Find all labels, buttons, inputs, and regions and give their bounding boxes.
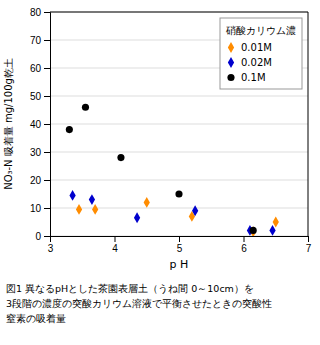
caption: 図1 異なるpHとした茶園表層土（うね間 0～10cm）を (6, 283, 254, 294)
grid (50, 12, 308, 236)
tick: 6 (241, 236, 247, 254)
caption: 3段階の濃度の突酸カリウム溶液で平衡させたときの突酸性 (6, 298, 272, 309)
point (250, 227, 257, 234)
grid-line (50, 180, 308, 181)
tick: 5 (177, 236, 183, 254)
tick-mark (308, 236, 309, 242)
point (82, 104, 89, 111)
tick-mark (179, 236, 180, 242)
legend-title: 硝酸カリウム濃 (225, 25, 296, 36)
tick: 80 (30, 7, 50, 18)
point (175, 190, 182, 197)
tick-mark (44, 68, 50, 69)
legend-marker (228, 57, 234, 68)
point (69, 190, 75, 201)
caption: 窒素の吸着量 (6, 313, 66, 324)
legend: 硝酸カリウム濃 0.01M 0.02M 0.1M (220, 18, 302, 89)
tick: 4 (112, 236, 118, 254)
x-axis: 3 4 5 6 7 (48, 236, 312, 254)
tick-label: 3 (48, 243, 54, 254)
tick-mark (44, 180, 50, 181)
legend-label: 0.02M (241, 57, 272, 68)
point (92, 204, 98, 215)
series (69, 190, 275, 236)
tick-label: 4 (112, 243, 118, 254)
tick: 30 (30, 147, 50, 158)
legend-marker (227, 74, 234, 81)
tick-label: 30 (30, 147, 42, 158)
legend-box (220, 18, 302, 89)
point (117, 154, 124, 161)
axis-line (44, 13, 51, 237)
tick-mark (44, 12, 50, 13)
chart: 3456701020304050607080硝酸カリウム濃0.01M0.02M0… (0, 0, 320, 345)
tick: 0 (35, 231, 50, 242)
tick-label: 80 (30, 7, 42, 18)
tick: 50 (30, 91, 50, 102)
tick: 40 (30, 119, 50, 130)
legend-label: 0.1M (241, 72, 266, 83)
tick-mark (44, 152, 50, 153)
plot: 3456701020304050607080硝酸カリウム濃0.01M0.02M0… (30, 7, 312, 254)
point (144, 197, 150, 208)
tick: 3 (48, 236, 54, 254)
series (76, 197, 279, 236)
tick: 10 (30, 203, 50, 214)
tick-mark (44, 208, 50, 209)
frame (308, 12, 309, 236)
tick-label: 6 (241, 243, 247, 254)
tick-mark (44, 96, 50, 97)
point (273, 217, 279, 228)
tick: 20 (30, 175, 50, 186)
grid-line (50, 208, 308, 209)
point (134, 212, 140, 223)
tick-mark (44, 40, 50, 41)
tick-label: 7 (306, 243, 312, 254)
grid-line (50, 124, 308, 125)
tick-label: 70 (30, 35, 42, 46)
point (269, 225, 275, 236)
point (76, 204, 82, 215)
tick-mark (44, 124, 50, 125)
tick-label: 10 (30, 203, 42, 214)
legend-marker (228, 42, 234, 53)
y-axis-title: NO₃-N 吸着量 mg/100g乾土 (3, 58, 14, 190)
x-axis-title: p H (170, 258, 189, 271)
point (66, 126, 73, 133)
points (66, 104, 279, 236)
tick-label: 5 (177, 243, 183, 254)
tick-label: 60 (30, 63, 42, 74)
grid-line (50, 96, 308, 97)
point (250, 226, 256, 236)
point (89, 194, 95, 205)
grid-line (50, 152, 308, 153)
y-axis: 0 10 20 30 40 50 60 70 80 (30, 7, 51, 242)
axis-line (51, 237, 309, 243)
tick: 7 (306, 236, 312, 254)
tick-mark (44, 236, 50, 237)
point (192, 205, 198, 216)
tick-label: 0 (35, 231, 41, 242)
grid-line (50, 12, 308, 13)
tick-label: 40 (30, 119, 42, 130)
legend-label: 0.01M (241, 42, 272, 53)
tick-label: 20 (30, 175, 42, 186)
tick: 60 (30, 63, 50, 74)
tick-label: 50 (30, 91, 42, 102)
tick-mark (115, 236, 116, 242)
series (66, 104, 257, 234)
tick-mark (244, 236, 245, 242)
tick: 70 (30, 35, 50, 46)
frame (50, 12, 308, 13)
